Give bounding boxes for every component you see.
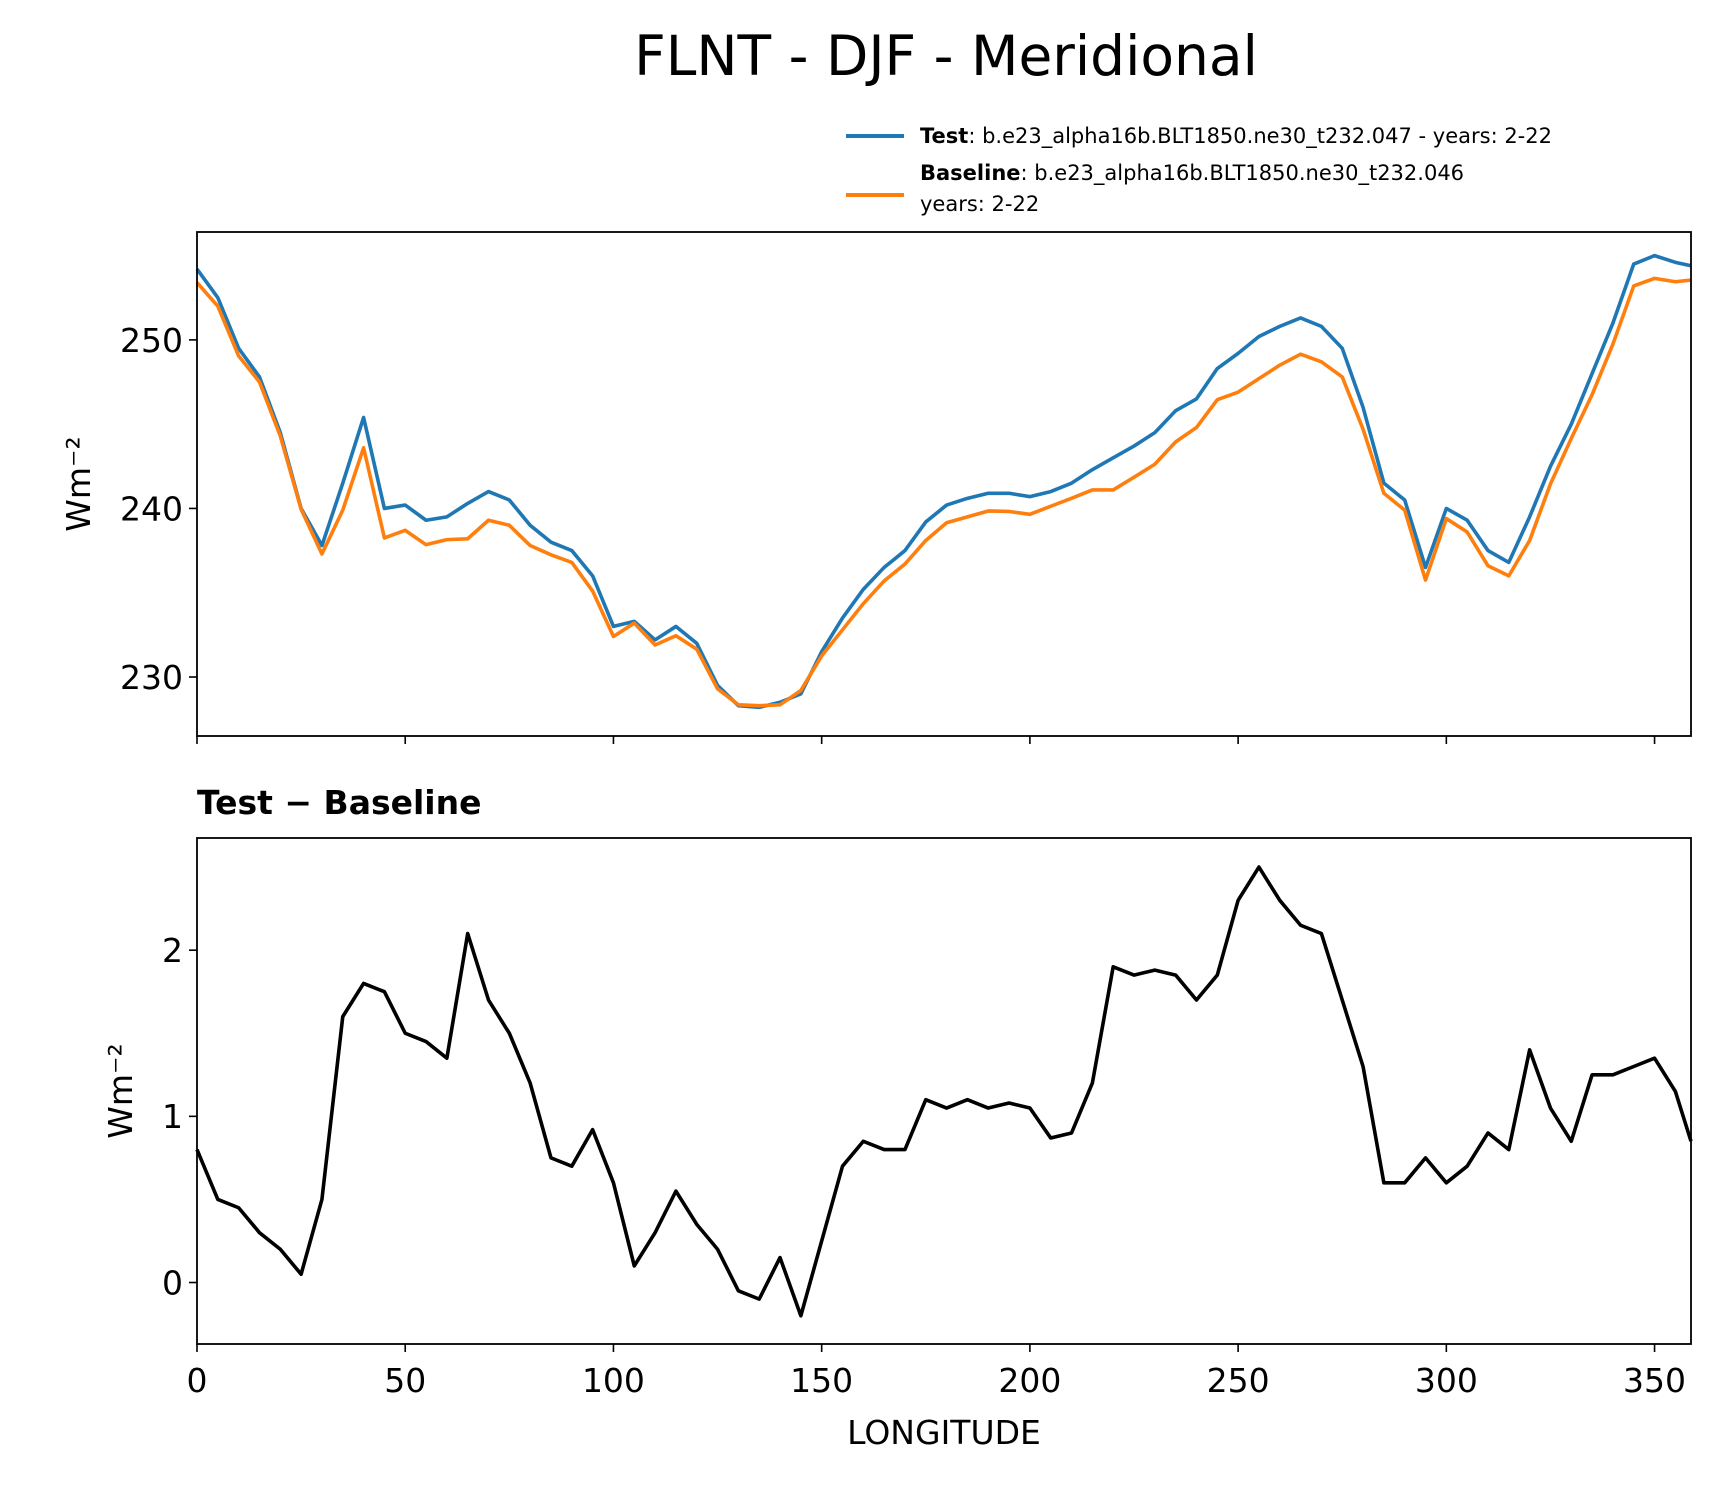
y-axis-label: Wm⁻²: [101, 1043, 140, 1138]
subplot-title: Test − Baseline: [197, 783, 482, 822]
x-axis-label: LONGITUDE: [847, 1413, 1041, 1452]
series-line: [195, 276, 1692, 708]
y-tick-label: 230: [120, 658, 183, 697]
x-tick-label: 50: [384, 1361, 426, 1400]
x-tick-label: 200: [998, 1361, 1061, 1400]
x-tick-label: 100: [582, 1361, 645, 1400]
legend-label: Baseline: b.e23_alpha16b.BLT1850.ne30_t2…: [920, 161, 1464, 216]
x-tick-label: 300: [1415, 1361, 1478, 1400]
legend-label: Test: b.e23_alpha16b.BLT1850.ne30_t232.0…: [920, 124, 1552, 149]
legend-description: years: 2-22: [920, 192, 1039, 216]
legend-description: : b.e23_alpha16b.BLT1850.ne30_t232.047 -…: [968, 124, 1552, 149]
y-tick-label: 1: [162, 1097, 183, 1136]
series-line: [195, 865, 1693, 1318]
legend-name: Test: [920, 124, 968, 148]
y-tick-label: 2: [162, 931, 183, 970]
legend-description: : b.e23_alpha16b.BLT1850.ne30_t232.046: [1021, 161, 1465, 186]
chart-title: FLNT - DJF - Meridional: [634, 24, 1258, 88]
x-tick-label: 0: [187, 1361, 208, 1400]
y-axis-label: Wm⁻²: [59, 436, 98, 531]
x-tick-label: 250: [1207, 1361, 1270, 1400]
series-line: [195, 253, 1692, 710]
axes-frame: [196, 837, 1692, 1345]
axes-frame: [196, 231, 1692, 737]
y-tick-label: 240: [120, 489, 183, 528]
x-tick-label: 150: [790, 1361, 853, 1400]
legend-name: Baseline: [920, 161, 1021, 185]
y-tick-label: 250: [120, 321, 183, 360]
y-tick-label: 0: [162, 1263, 183, 1302]
x-tick-label: 350: [1623, 1361, 1686, 1400]
